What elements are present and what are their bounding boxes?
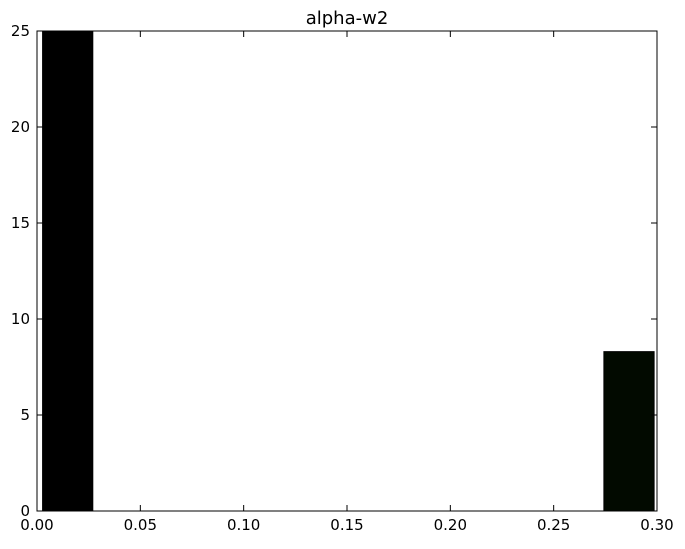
plot-frame <box>36 30 658 512</box>
histogram-bar <box>42 30 94 512</box>
x-tick-label: 0.05 <box>124 516 157 534</box>
histogram-bar <box>603 351 655 512</box>
y-tick-label: 0 <box>20 502 30 520</box>
ticks-layer <box>36 30 658 512</box>
y-tick-label: 10 <box>11 310 30 328</box>
y-tick-label: 20 <box>11 118 30 136</box>
y-tick-label: 5 <box>20 406 30 424</box>
bars-layer <box>42 30 655 512</box>
x-tick-label: 0.15 <box>330 516 363 534</box>
y-tick-label: 25 <box>11 22 30 40</box>
x-tick-label: 0.20 <box>434 516 467 534</box>
x-tick-label: 0.30 <box>640 516 673 534</box>
x-tick-label: 0.10 <box>227 516 260 534</box>
y-tick-label: 15 <box>11 214 30 232</box>
chart-title: alpha-w2 <box>306 8 389 29</box>
x-tick-label: 0.25 <box>537 516 570 534</box>
x-tick-label: 0.00 <box>20 516 53 534</box>
tick-labels-layer: 0.00 0.05 0.10 0.15 0.20 0.25 0.30 0 5 10 15 20 25 <box>11 22 674 534</box>
